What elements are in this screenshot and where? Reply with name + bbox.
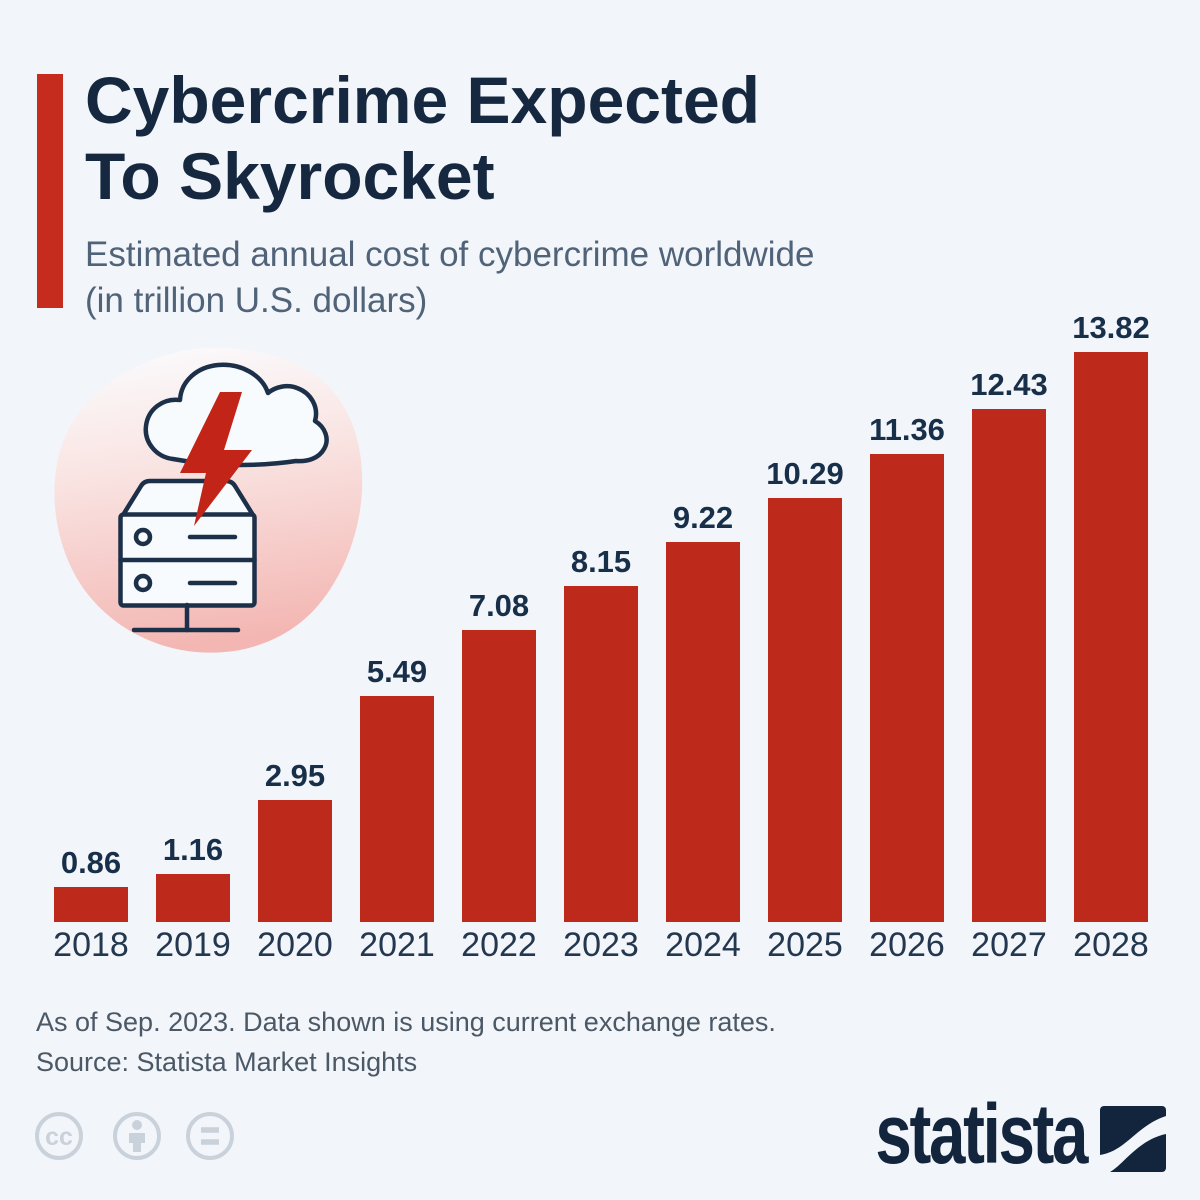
chart-subtitle: Estimated annual cost of cybercrime worl… (85, 232, 814, 324)
bar-column: 5.49 2021 (346, 653, 448, 968)
cc-icon[interactable]: cc (35, 1112, 83, 1160)
x-axis-label: 2025 (767, 926, 843, 964)
bar-value-label: 8.15 (570, 543, 632, 579)
server-led-bottom (133, 573, 153, 593)
bar (258, 800, 332, 922)
license-badges: cc (35, 1112, 234, 1160)
x-axis-label: 2019 (155, 926, 231, 964)
subtitle-line-1: Estimated annual cost of cybercrime worl… (85, 235, 815, 274)
x-axis-label: 2020 (257, 926, 333, 964)
bar-value-label: 9.22 (672, 499, 734, 535)
x-axis-label: 2026 (869, 926, 945, 964)
bar-column: 12.43 2027 (958, 368, 1060, 968)
bar-value-label: 2.95 (264, 758, 326, 794)
footnote-line-2: Source: Statista Market Insights (36, 1047, 418, 1077)
x-axis-label: 2023 (563, 926, 639, 964)
bar (564, 585, 638, 922)
bar (768, 497, 842, 922)
bar-value-label: 1.16 (162, 832, 224, 868)
bar (462, 630, 536, 922)
bar-column: 9.22 2024 (652, 499, 754, 968)
bar-value-label: 5.49 (366, 653, 428, 689)
bar-column: 2.95 2020 (244, 759, 346, 968)
footnote-line-1: As of Sep. 2023. Data shown is using cur… (36, 1007, 776, 1037)
bar (972, 409, 1046, 922)
bar-column: 10.29 2025 (754, 455, 856, 968)
attribution-person-icon[interactable] (113, 1112, 161, 1160)
bar-value-label: 13.82 (1072, 310, 1150, 345)
statista-logo-mark (1100, 1106, 1166, 1172)
bar-chart: 0.86 2018 1.16 2019 2.95 2020 5.49 2021 7.08 2022… (40, 310, 1162, 968)
cloud-icon (143, 362, 329, 468)
bar (360, 695, 434, 922)
bar-column: 11.36 2026 (856, 411, 958, 969)
x-axis-label: 2018 (53, 926, 129, 964)
bar-value-label: 12.43 (970, 367, 1048, 403)
bar-column: 13.82 2028 (1060, 311, 1162, 968)
bar (54, 886, 128, 922)
x-axis-label: 2021 (359, 926, 435, 964)
bar (156, 874, 230, 922)
server-led-top (133, 527, 153, 547)
bar-value-label: 10.29 (766, 455, 844, 491)
lightning-bolt-icon (180, 392, 252, 526)
x-axis-label: 2028 (1073, 926, 1149, 964)
bar-column: 0.86 2018 (40, 844, 142, 969)
equal-icon[interactable] (186, 1112, 234, 1160)
svg-text:cc: cc (45, 1123, 73, 1151)
bar-value-label: 0.86 (60, 844, 122, 880)
title-accent-bar (37, 74, 63, 308)
statista-wordmark: statista (875, 1087, 1088, 1181)
bar (1074, 352, 1148, 922)
title-line-2: To Skyrocket (85, 139, 495, 213)
bar-column: 7.08 2022 (448, 589, 550, 968)
statista-logo[interactable]: statista (816, 1087, 1166, 1181)
bar-value-label: 7.08 (468, 588, 530, 623)
title-line-1: Cybercrime Expected (85, 63, 760, 137)
x-axis-label: 2027 (971, 926, 1047, 964)
subtitle-line-2: (in trillion U.S. dollars) (85, 281, 428, 320)
bar (666, 541, 740, 922)
x-axis-label: 2024 (665, 926, 741, 964)
bar-column: 8.15 2023 (550, 543, 652, 968)
bar-column: 1.16 2019 (142, 833, 244, 968)
x-axis-label: 2022 (461, 926, 537, 964)
footnote: As of Sep. 2023. Data shown is using cur… (36, 1002, 776, 1082)
cloud-lightning-server-illustration (54, 347, 363, 653)
bar (870, 453, 944, 922)
page-title: Cybercrime Expected To Skyrocket (85, 62, 760, 214)
bar-value-label: 11.36 (869, 411, 945, 447)
